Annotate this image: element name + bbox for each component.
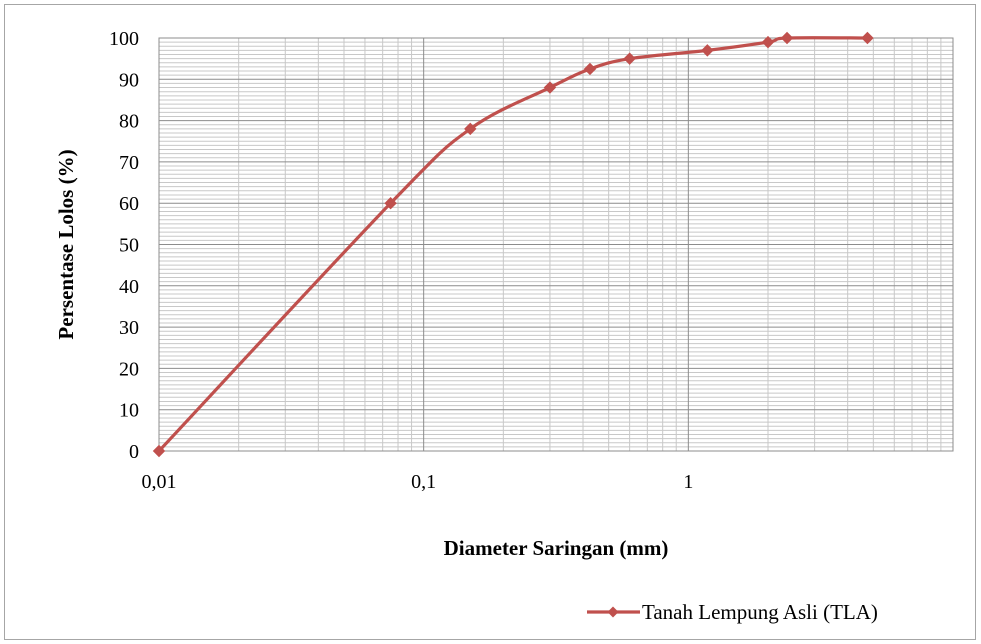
y-tick-label: 70 [119, 152, 139, 174]
x-axis-tick-labels: 0,01 0,1 1 [142, 471, 694, 493]
legend-marker [607, 606, 619, 618]
y-tick-label: 80 [119, 111, 139, 133]
data-point [623, 52, 636, 65]
data-point [583, 62, 597, 76]
minor-gridlines [159, 38, 953, 451]
y-tick-label: 90 [119, 69, 139, 91]
legend-label: Tanah Lempung Asli (TLA) [642, 600, 878, 624]
y-axis-tick-labels: 0 10 20 30 40 50 60 70 80 90 100 [109, 28, 139, 463]
y-tick-label: 60 [119, 193, 139, 215]
y-tick-label: 10 [119, 400, 139, 422]
data-point [861, 31, 874, 45]
data-point [780, 31, 794, 45]
series-layer [152, 31, 874, 458]
y-tick-label: 20 [119, 358, 139, 380]
y-tick-label: 40 [119, 276, 139, 298]
y-tick-label: 0 [129, 441, 139, 463]
series-line [157, 36, 868, 453]
y-axis-title: Persentase Lolos (%) [54, 149, 78, 339]
data-point [152, 444, 166, 458]
y-tick-label: 50 [119, 235, 139, 257]
chart-frame [4, 4, 976, 640]
data-point [543, 81, 557, 94]
x-tick-label: 0,01 [142, 471, 177, 493]
y-tick-label: 30 [119, 317, 139, 339]
data-point [464, 122, 477, 136]
y-tick-label: 100 [109, 28, 139, 50]
data-point [761, 35, 775, 49]
plot-area-border [158, 37, 954, 452]
x-tick-label: 1 [683, 471, 693, 493]
x-tick-label: 0,1 [411, 471, 436, 493]
data-point [701, 44, 714, 57]
legend: Tanah Lempung Asli (TLA) [587, 600, 878, 624]
x-axis-title: Diameter Saringan (mm) [444, 536, 669, 560]
data-point [384, 196, 397, 210]
